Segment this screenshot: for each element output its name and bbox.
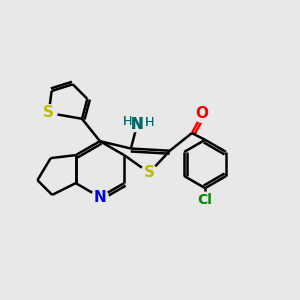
Circle shape (40, 105, 57, 121)
Text: S: S (144, 165, 155, 180)
Circle shape (92, 189, 108, 206)
Bar (118, 115, 156, 131)
Circle shape (194, 106, 210, 122)
Text: N: N (131, 118, 144, 133)
Text: H: H (123, 115, 132, 128)
Text: O: O (196, 106, 209, 122)
Circle shape (197, 192, 213, 209)
Circle shape (141, 165, 158, 181)
Text: Cl: Cl (198, 194, 213, 208)
Text: N: N (131, 118, 144, 133)
Text: S: S (43, 105, 54, 120)
Text: H: H (144, 116, 154, 128)
Text: N: N (94, 190, 106, 205)
Text: H: H (144, 116, 154, 128)
Text: H: H (123, 115, 132, 128)
